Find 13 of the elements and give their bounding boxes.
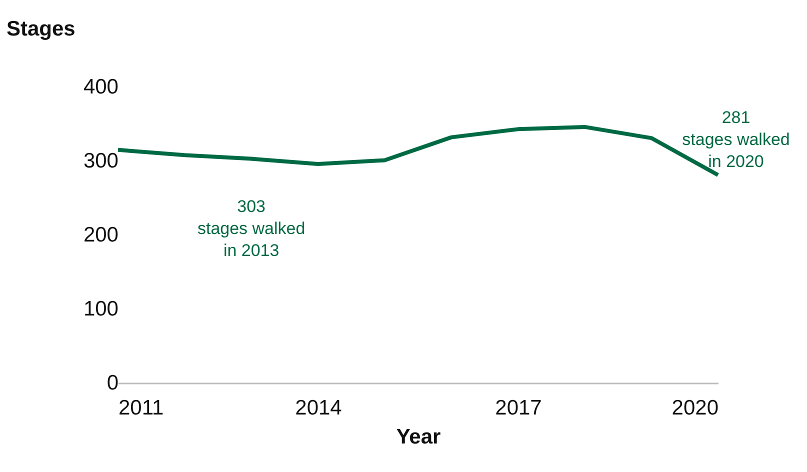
annotation: 281 stages walked in 2020	[682, 108, 790, 172]
y-tick-label: 100	[83, 298, 118, 320]
y-axis-title: Stages	[6, 18, 76, 40]
y-tick-label: 0	[106, 372, 118, 394]
x-tick-label: 2011	[118, 396, 164, 420]
x-tick-label: 2014	[295, 396, 342, 420]
annotation: 303 stages walked in 2013	[197, 196, 306, 260]
y-tick-label: 400	[83, 76, 118, 98]
y-tick-label: 200	[83, 224, 118, 246]
y-tick-label: 300	[83, 150, 118, 172]
x-tick-label: 2020	[672, 396, 718, 420]
x-tick-label: 2017	[495, 396, 542, 420]
x-axis-title: Year	[396, 426, 441, 448]
